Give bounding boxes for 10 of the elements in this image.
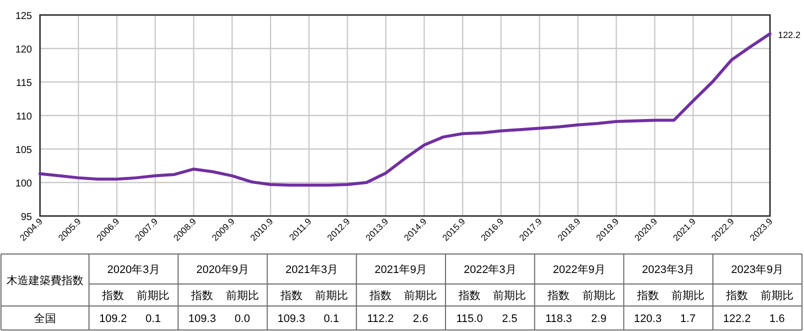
y-tick-label: 125 (15, 11, 32, 22)
y-tick-label: 120 (15, 44, 32, 56)
line-series (38, 32, 772, 187)
table: 木造建築費指数 全国 2020年3月 指数 109.2 前期比 0.1 2020年9月 指数 109.3 前期比 0.0 2021年3月 指数 109.3 前期比 0.1 2021年9月 指数 112.2 前期比 2.6 2022年3月 指数 115.0 前期比 2.5 2022年9月 指数 118.3 前期比 2.9 2023年3月 指数 120.3 前期比 1.7 2023年9月 指数 122.2 前期比 1.6 (0, 254, 802, 330)
y-tick-label: 115 (16, 78, 32, 89)
y-tick-label: 110 (16, 112, 32, 122)
y-tick-label: 100 (15, 178, 32, 190)
data-label: 122.2 (778, 30, 801, 40)
y-tick-label: 95 (20, 212, 32, 223)
y-tick-label: 105 (15, 145, 32, 156)
